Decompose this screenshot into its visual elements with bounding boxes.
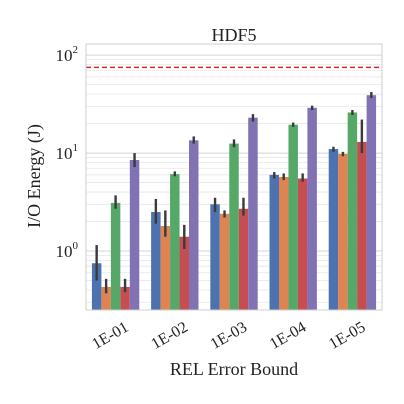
- bar: [129, 160, 140, 310]
- bar: [238, 208, 249, 310]
- bar: [338, 153, 348, 310]
- bar: [110, 202, 121, 310]
- bar: [269, 174, 279, 310]
- bar: [229, 143, 239, 310]
- x-tick-label: 1E-03: [208, 319, 250, 353]
- bar: [179, 236, 190, 310]
- y-axis-ticks: 100 101 102: [56, 44, 79, 261]
- bar: [189, 140, 199, 310]
- bar: [101, 286, 111, 310]
- bars-layer: [91, 95, 377, 311]
- bar: [307, 107, 317, 310]
- bar: [357, 141, 367, 310]
- bar: [328, 149, 339, 310]
- y-tick-label: 101: [56, 142, 79, 163]
- y-tick-label: 102: [56, 44, 79, 65]
- plot-frame: [85, 43, 383, 311]
- bar: [160, 226, 171, 310]
- x-tick-label: 1E-04: [267, 319, 309, 353]
- y-axis-label: I/O Energy (J): [24, 124, 45, 228]
- x-axis-label: REL Error Bound: [170, 359, 298, 379]
- bar: [219, 213, 230, 310]
- y-tick-label: 100: [56, 240, 79, 261]
- x-axis-ticks: 1E-01 1E-02 1E-03 1E-04 1E-05: [89, 319, 368, 353]
- x-tick-label: 1E-01: [89, 319, 131, 353]
- error-bars-layer: [95, 92, 373, 294]
- bar: [288, 124, 298, 311]
- x-tick-label: 1E-05: [326, 319, 368, 353]
- x-tick-label: 1E-02: [148, 319, 190, 353]
- bar: [347, 112, 358, 310]
- bar: [170, 174, 180, 310]
- bar: [151, 212, 161, 310]
- bar: [366, 95, 377, 310]
- chart-title: HDF5: [211, 25, 256, 45]
- bar: [210, 204, 220, 310]
- bar: [91, 263, 102, 310]
- bar: [278, 177, 289, 310]
- bar: [248, 117, 258, 310]
- bar: [120, 286, 130, 310]
- bar: [297, 178, 308, 310]
